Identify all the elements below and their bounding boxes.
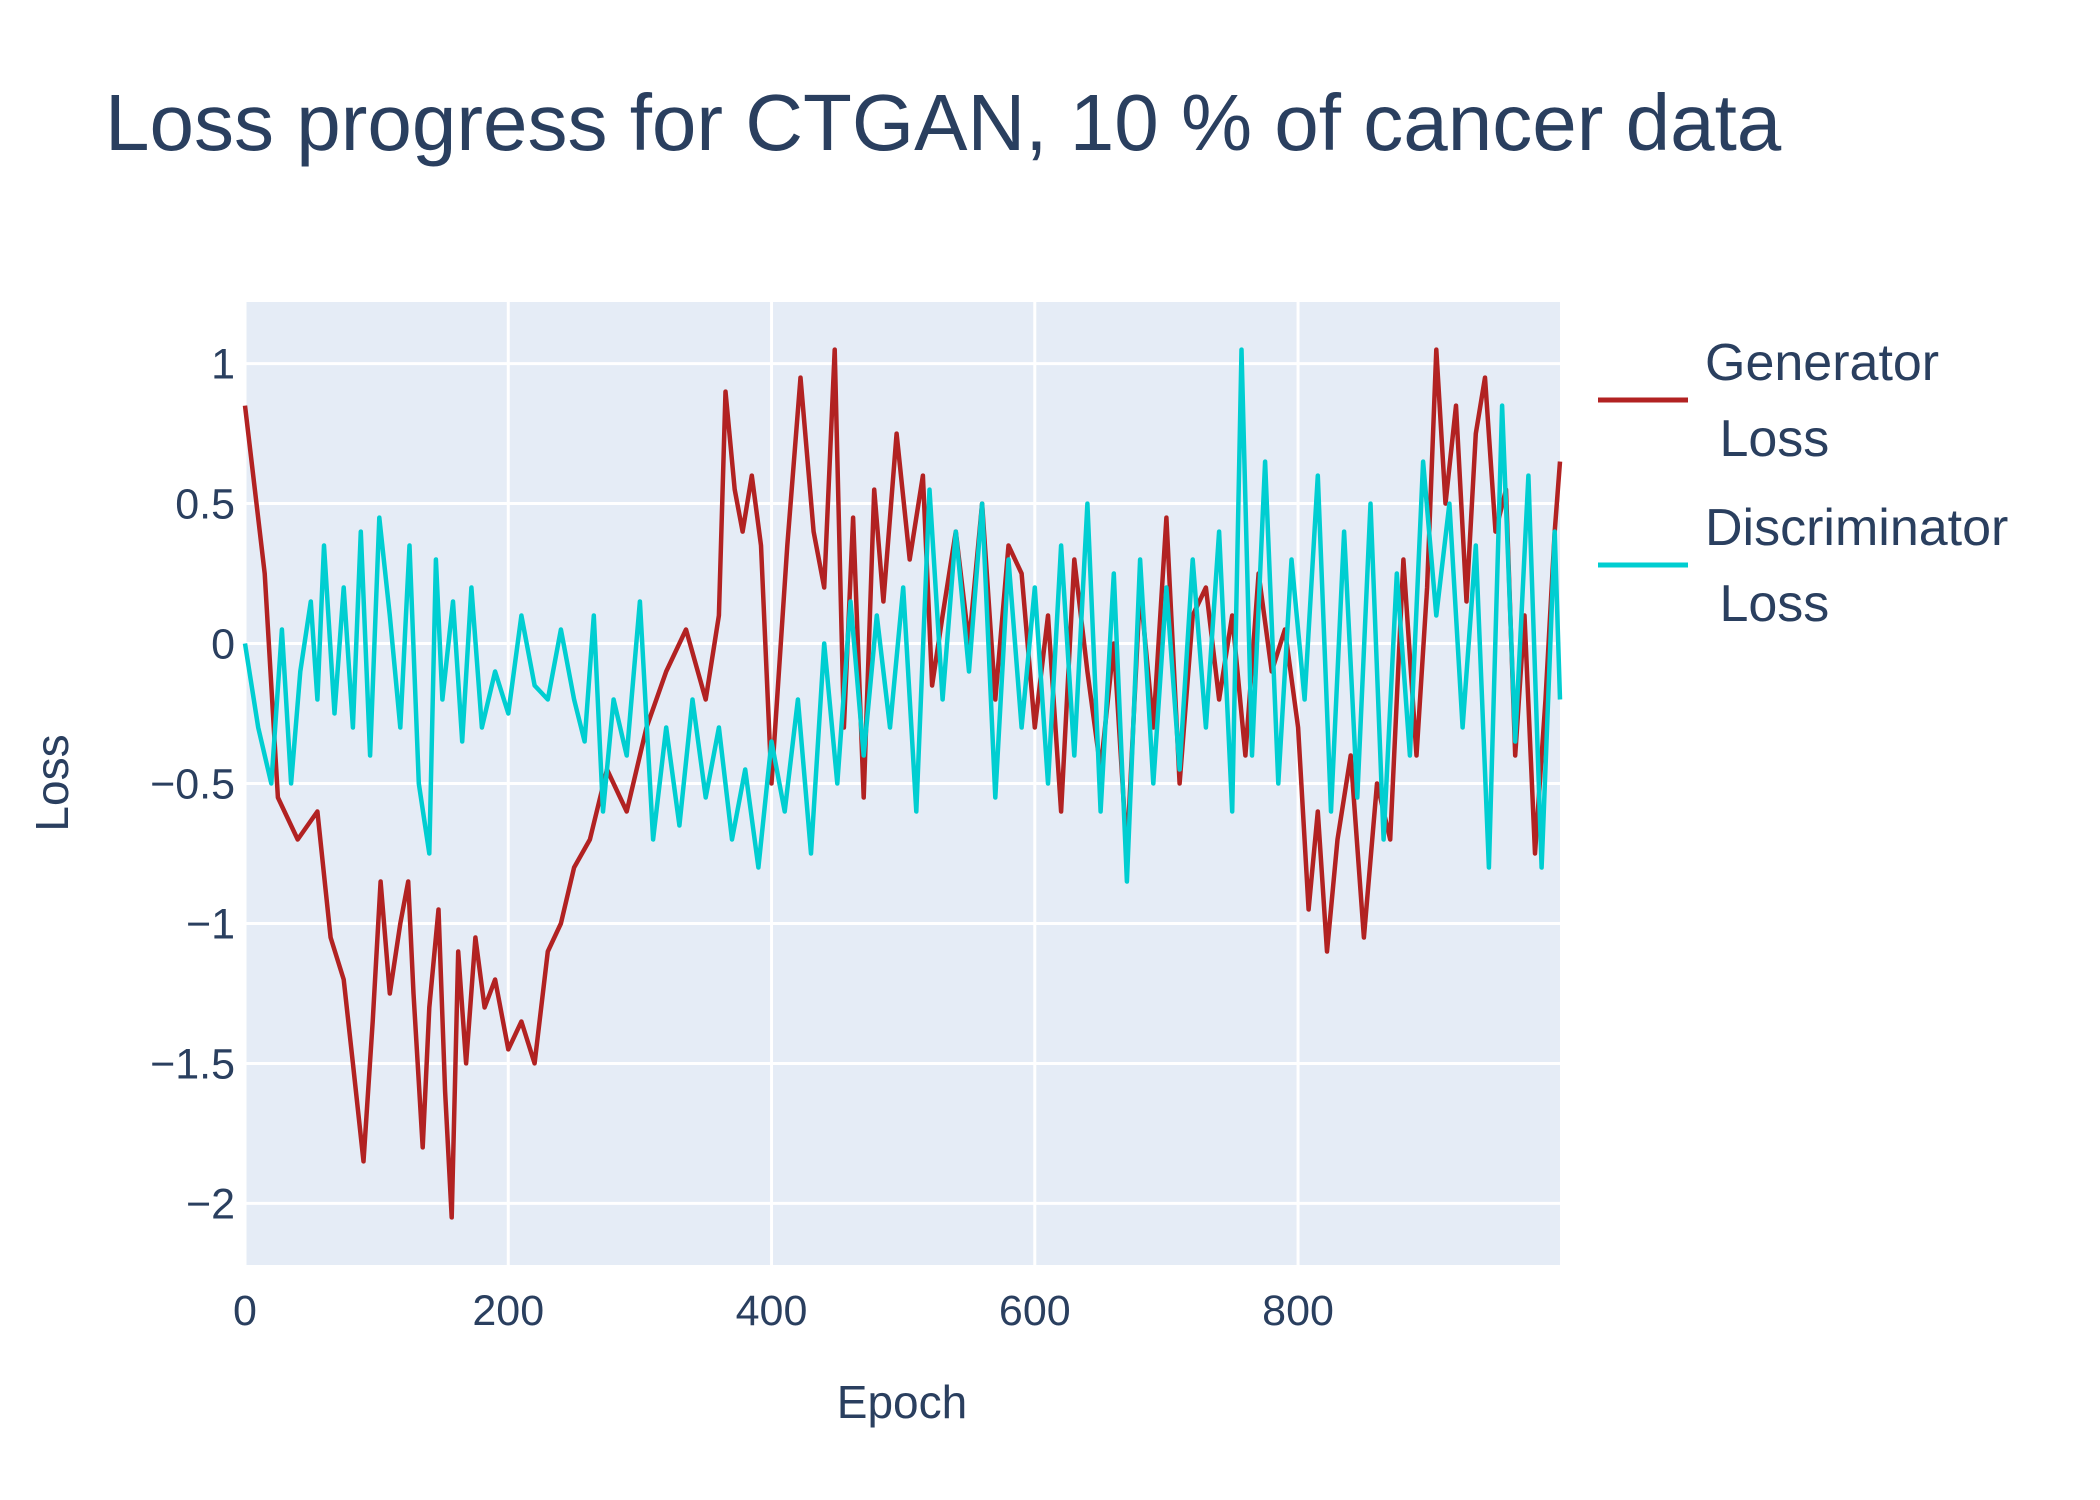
chart-title: Loss progress for CTGAN, 10 % of cancer …	[105, 78, 1782, 167]
discriminator-loss-line	[242, 347, 1563, 884]
x-tick-label: 200	[472, 1287, 544, 1335]
x-tick-label: 0	[233, 1287, 257, 1335]
y-tick-label: −0.5	[150, 761, 235, 809]
generator-loss-line	[242, 347, 1563, 1220]
y-tick-label: −1	[186, 900, 235, 948]
y-tick-label: 0	[211, 621, 235, 669]
x-axis-title: Epoch	[837, 1376, 967, 1428]
y-tick-label: −1.5	[150, 1040, 235, 1088]
x-tick-label: 400	[736, 1287, 808, 1335]
series-layer	[242, 347, 1563, 1220]
x-tick-label: 600	[999, 1287, 1071, 1335]
y-tick-label: −2	[186, 1180, 235, 1228]
y-tick-label: 0.5	[175, 481, 235, 529]
legend: Generator Loss Discriminator Loss	[1598, 334, 2008, 633]
y-axis-title: Loss	[26, 734, 78, 831]
x-tick-label: 800	[1262, 1287, 1334, 1335]
legend-label-generator-loss: Generator Loss	[1705, 334, 1939, 468]
y-tick-label: 1	[211, 341, 235, 389]
legend-label-discriminator-loss: Discriminator Loss	[1705, 499, 2008, 633]
tick-labels: 0 200 400 600 800 1 0.5 0 −0.5 −1 −1.5 −2	[150, 341, 1334, 1335]
